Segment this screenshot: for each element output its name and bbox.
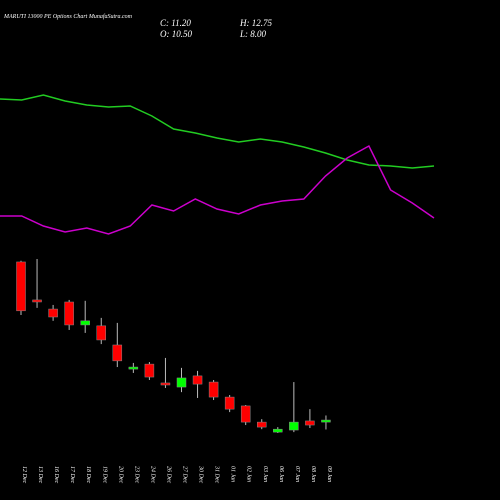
x-tick-label: 27 Dec (182, 466, 188, 483)
x-tick-label: 08 Jan (310, 466, 316, 482)
x-tick-label: 03 Jan (262, 466, 268, 482)
x-tick-label: 17 Dec (69, 466, 75, 483)
x-tick-label: 20 Dec (117, 466, 123, 483)
candle-body (192, 375, 203, 385)
candle-body (96, 325, 106, 341)
x-tick-label: 13 Dec (37, 466, 43, 483)
candle-body (224, 396, 235, 410)
low-label: L: 8.00 (239, 29, 267, 39)
candle-body (273, 428, 283, 433)
x-tick-label: 26 Dec (165, 466, 171, 483)
x-tick-label: 19 Dec (101, 466, 107, 483)
x-tick-label: 06 Jan (278, 466, 284, 482)
candle-body (112, 344, 123, 362)
x-tick-label: 16 Dec (53, 466, 59, 483)
indicator-line (0, 94, 435, 169)
candle-body (48, 308, 58, 318)
x-tick-label: 02 Jan (246, 466, 252, 482)
close-label: C: 11.20 (160, 18, 191, 28)
x-tick-label: 09 Jan (326, 466, 332, 482)
x-tick-label: 01 Jan (230, 466, 236, 482)
chart-title: MARUTI 13000 PE Options Chart MunafaSutr… (3, 13, 133, 20)
indicator-line (0, 144, 435, 235)
candle-body (257, 421, 267, 428)
candle-body (176, 377, 187, 388)
x-tick-label: 23 Dec (133, 466, 139, 483)
candle-body (80, 320, 90, 326)
candle-body (208, 381, 219, 398)
candle-body (305, 420, 315, 426)
x-tick-label: 07 Jan (294, 466, 300, 482)
candle-body (289, 421, 299, 431)
candle-body (64, 301, 74, 326)
candle-body (32, 299, 42, 303)
x-tick-label: 30 Dec (198, 465, 204, 483)
open-label: O: 10.50 (160, 29, 192, 39)
x-tick-label: 31 Dec (214, 465, 220, 483)
high-label: H: 12.75 (239, 18, 272, 28)
candle-body (16, 261, 26, 312)
candle-body (144, 363, 155, 378)
candle-body (128, 366, 139, 370)
x-tick-label: 18 Dec (85, 466, 91, 483)
candle-body (321, 419, 331, 423)
x-tick-label: 12 Dec (21, 466, 27, 483)
x-tick-label: 24 Dec (149, 466, 156, 483)
candle-body (240, 405, 251, 423)
candle-body (160, 382, 171, 386)
